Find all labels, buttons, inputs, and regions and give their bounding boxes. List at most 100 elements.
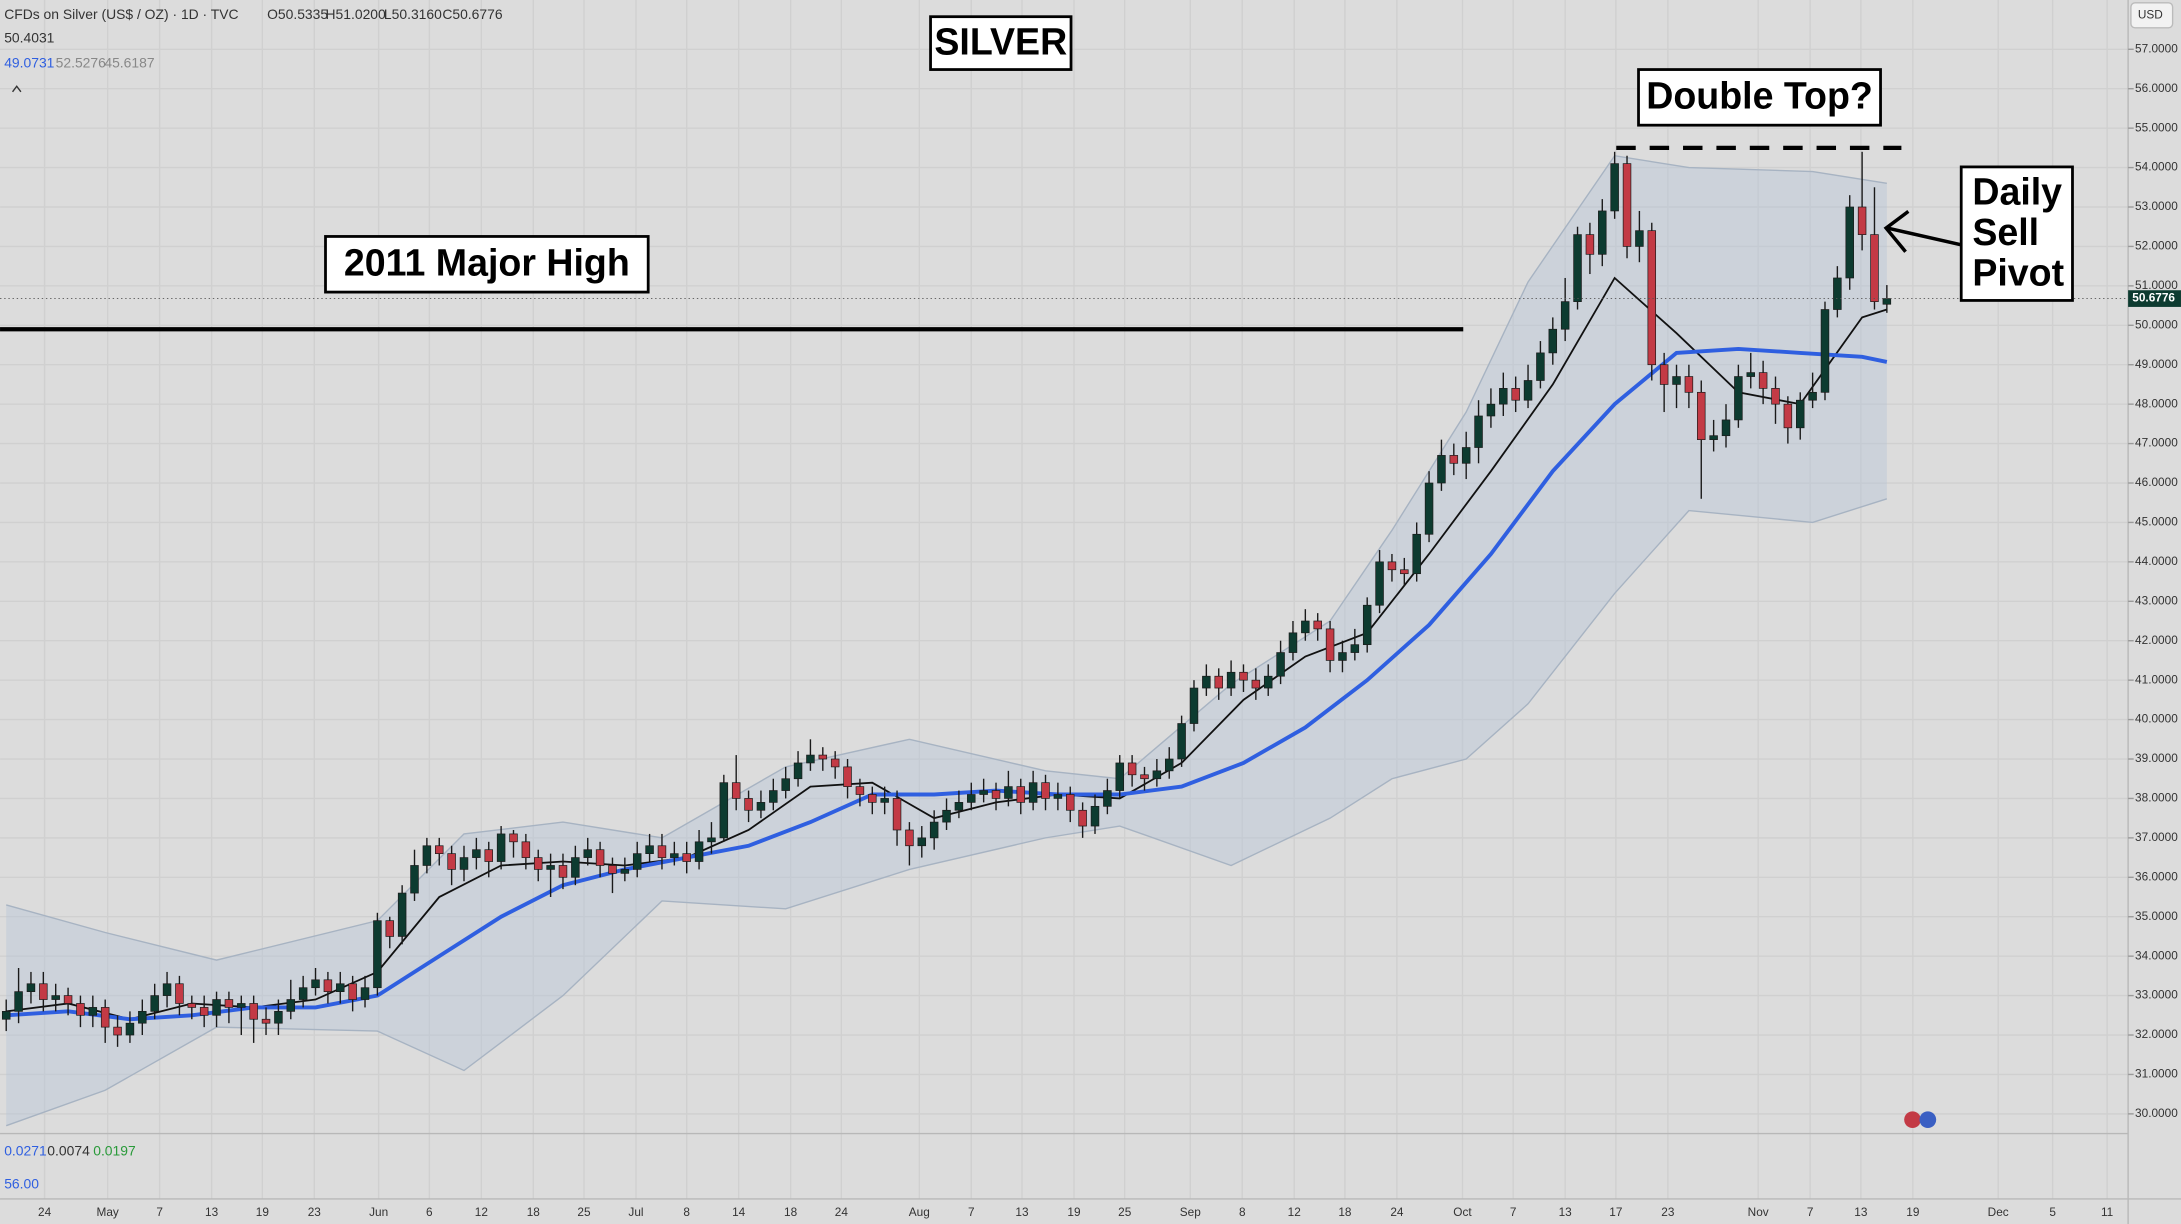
flag-icon xyxy=(1904,1111,1937,1129)
x-tick-label: 19 xyxy=(1906,1205,1920,1219)
x-tick-label: Sep xyxy=(1180,1205,1201,1219)
candle-body xyxy=(719,782,729,839)
ohlc-close: C50.6776 xyxy=(442,6,503,22)
x-tick-label: 7 xyxy=(1807,1205,1814,1219)
candle-body xyxy=(905,829,914,847)
plot xyxy=(0,145,2129,1127)
y-tick-label: 54.0000 xyxy=(2135,160,2178,174)
symbol: CFDs on Silver (US$ / OZ) · 1D · TVC xyxy=(4,6,238,22)
candle-body xyxy=(1115,762,1124,791)
y-tick-label: 50.0000 xyxy=(2135,317,2178,331)
y-tick-label: 56.0000 xyxy=(2135,81,2178,95)
candle-body xyxy=(459,857,469,870)
arrow xyxy=(1883,210,1962,253)
candle-body xyxy=(410,865,419,894)
candle-body xyxy=(76,1003,85,1016)
band-upper xyxy=(6,154,1887,961)
currency[interactable]: USD xyxy=(2138,7,2163,21)
candle-body xyxy=(63,995,73,1004)
x-tick-label: 7 xyxy=(1510,1205,1517,1219)
candle-body xyxy=(521,841,531,858)
x-tick-label: 13 xyxy=(1559,1205,1573,1219)
x-tick-label: Nov xyxy=(1748,1205,1769,1219)
x-tick-label: 13 xyxy=(1015,1205,1029,1219)
candle-body xyxy=(1771,388,1780,405)
candle-body xyxy=(1301,620,1310,634)
candle-body xyxy=(1635,230,1644,247)
x-tick-label: 25 xyxy=(1118,1205,1132,1219)
candle-body xyxy=(1857,206,1867,235)
candle-body xyxy=(286,999,296,1012)
candle-body xyxy=(1461,447,1471,464)
candle-body xyxy=(1697,391,1706,440)
y-tick-label: 46.0000 xyxy=(2135,475,2178,489)
x-tick-label: 23 xyxy=(1661,1205,1675,1219)
price-tag xyxy=(2128,290,2181,307)
candle-body xyxy=(1239,671,1248,681)
indicator-value: 0.0074 xyxy=(47,1142,90,1158)
candle-body xyxy=(237,1003,246,1008)
candle-body xyxy=(979,790,988,795)
candle-body xyxy=(422,845,432,866)
candle-body xyxy=(707,837,716,843)
candle-body xyxy=(509,833,518,843)
candle-body xyxy=(1796,399,1805,429)
indicator-value: 0.0271 xyxy=(4,1142,47,1158)
candle-body xyxy=(1362,604,1372,646)
candle-body xyxy=(1066,794,1075,811)
ohlc-open: O50.5335 xyxy=(267,6,328,22)
currency-button[interactable] xyxy=(2130,2,2174,29)
candle-body xyxy=(212,999,221,1016)
indicator-level: 56.00 xyxy=(4,1176,39,1192)
candle-body xyxy=(657,845,667,858)
flag xyxy=(1919,1111,1937,1129)
candle-body xyxy=(1560,301,1570,330)
candle-body xyxy=(967,794,976,803)
candle-body xyxy=(1152,770,1162,780)
y-tick-label: 31.0000 xyxy=(2135,1067,2178,1081)
candle-body xyxy=(100,1007,110,1028)
moving-average xyxy=(6,346,1888,1022)
collapse-icon[interactable] xyxy=(11,85,22,93)
candle-body xyxy=(150,995,159,1012)
candle-body xyxy=(1288,632,1298,653)
candle-body xyxy=(1808,391,1817,401)
candle-body xyxy=(187,1003,197,1008)
candle-body xyxy=(1226,671,1236,689)
y-tick-label: 48.0000 xyxy=(2135,396,2178,410)
candle-body xyxy=(1053,794,1063,799)
candle-body xyxy=(595,849,605,866)
price-tag-label: 50.6776 xyxy=(2132,291,2175,305)
candle-body xyxy=(311,979,320,989)
x-tick-label: 5 xyxy=(2049,1205,2056,1219)
annotation-box xyxy=(324,235,650,294)
x-tick-label: 6 xyxy=(426,1205,433,1219)
candle-body xyxy=(571,857,580,878)
candle-body xyxy=(1833,277,1842,310)
candle-body xyxy=(1523,380,1533,401)
candle-body xyxy=(385,920,395,937)
candle-body xyxy=(1870,234,1879,302)
candle-body xyxy=(1004,786,1013,799)
candle-body xyxy=(484,849,493,862)
candle-body xyxy=(1164,758,1174,772)
x-tick-label: 24 xyxy=(835,1205,849,1219)
candle-body xyxy=(1090,805,1100,827)
candle-body xyxy=(39,983,48,1000)
candle-body xyxy=(670,853,679,858)
annotation-double-top: Double Top? xyxy=(1637,68,1882,127)
candle-body xyxy=(855,786,865,795)
x-tick-label: 25 xyxy=(577,1205,591,1219)
annotation-text: Double Top? xyxy=(1646,75,1873,117)
candle-body xyxy=(1140,774,1149,780)
candle-body xyxy=(113,1026,122,1036)
candle-body xyxy=(942,809,951,823)
candle-body xyxy=(620,869,630,874)
candle-body xyxy=(1709,435,1718,440)
y-tick-label: 32.0000 xyxy=(2135,1027,2178,1041)
candle-body xyxy=(608,865,617,874)
candle-body xyxy=(756,802,766,811)
y-tick-label: 45.0000 xyxy=(2135,515,2178,529)
candle-body xyxy=(744,798,753,811)
